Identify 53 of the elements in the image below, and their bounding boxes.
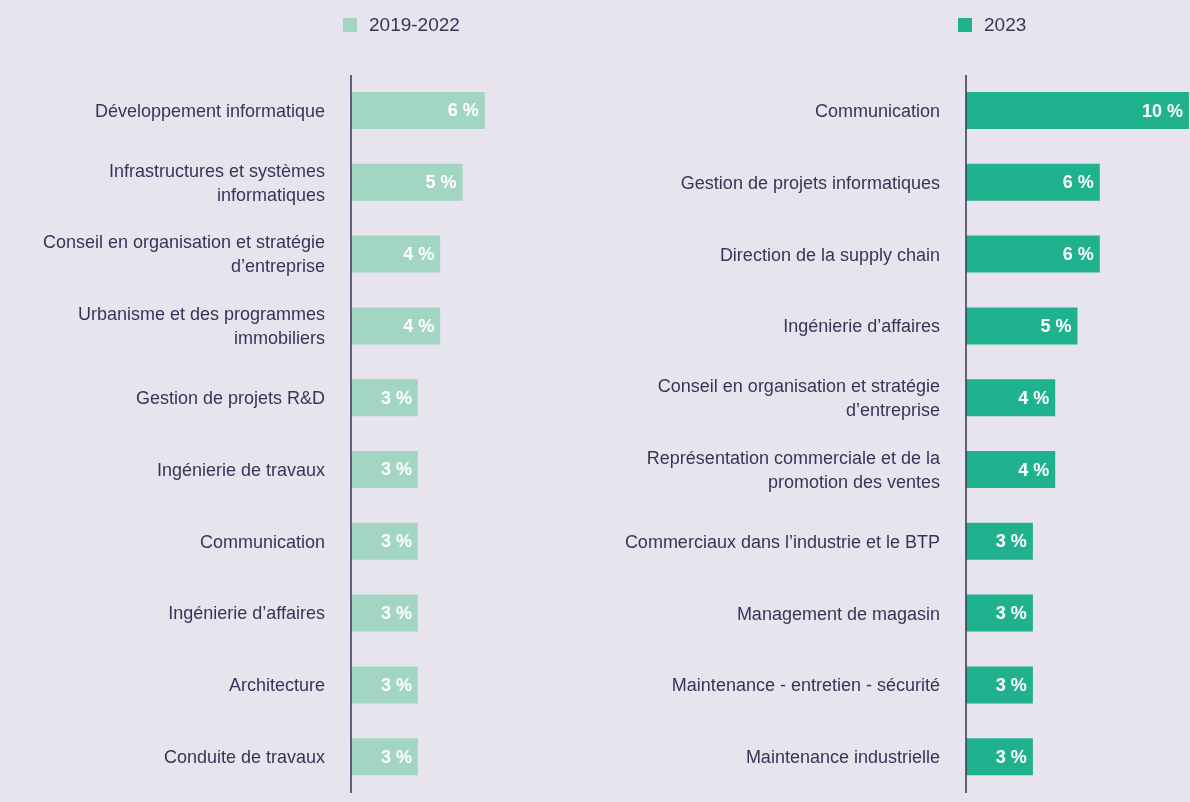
data-label: 4 % <box>403 244 435 265</box>
bar <box>351 92 485 129</box>
y-tick-label: Communication <box>814 100 940 121</box>
data-label: 10 % <box>1141 100 1183 121</box>
bar <box>351 163 463 201</box>
y-tick-label: Ingénierie d’affaires <box>168 603 325 624</box>
y-tick-label: Ingénierie de travaux <box>157 459 325 480</box>
y-tick-label: Gestion de projets R&D <box>136 388 325 409</box>
data-label: 3 % <box>380 387 412 408</box>
data-label: 4 % <box>403 315 435 336</box>
data-label: 4 % <box>1018 387 1050 408</box>
bar <box>966 379 1056 417</box>
y-tick-label: Management de magasin <box>736 603 940 624</box>
y-tick-label: Architecture <box>229 675 325 696</box>
data-label: 3 % <box>380 459 412 480</box>
y-tick-label: Ingénierie d’affaires <box>783 316 940 337</box>
data-label: 3 % <box>380 746 412 767</box>
data-label: 3 % <box>380 603 412 624</box>
legend-label: 2023 <box>984 14 1027 36</box>
y-tick-label: Conseil en organisation et stratégie d’entreprise <box>657 376 940 421</box>
data-label: 5 % <box>1040 315 1072 336</box>
data-label: 3 % <box>995 746 1027 767</box>
data-label: 4 % <box>1018 459 1050 480</box>
bar <box>966 235 1100 273</box>
y-tick-label: Direction de la supply chain <box>719 244 940 265</box>
data-label: 6 % <box>1062 172 1094 193</box>
bar <box>966 451 1056 488</box>
y-tick-label: Communication <box>200 531 325 552</box>
data-label: 3 % <box>380 531 412 552</box>
y-tick-label: Conduite de travaux <box>164 747 325 768</box>
bar <box>966 307 1078 345</box>
y-tick-label: Infrastructures et systèmes informatiques <box>109 160 325 205</box>
bar <box>351 307 441 345</box>
data-label: 3 % <box>995 603 1027 624</box>
bar <box>966 522 1033 560</box>
y-tick-label: Développement informatique <box>95 100 325 121</box>
data-label: 6 % <box>1062 244 1094 265</box>
bar <box>966 163 1100 201</box>
bar <box>966 92 1189 129</box>
data-label: 3 % <box>995 531 1027 552</box>
y-tick-label: Maintenance - entretien - sécurité <box>671 675 940 696</box>
data-label: 3 % <box>380 674 412 695</box>
y-tick-label: Maintenance industrielle <box>745 747 940 768</box>
data-label: 3 % <box>995 674 1027 695</box>
data-label: 6 % <box>447 100 479 121</box>
y-tick-label: Commerciaux dans l’industrie et le BTP <box>624 531 940 552</box>
y-tick-label: Conseil en organisation et stratégie d’entreprise <box>43 232 325 277</box>
y-tick-label: Urbanisme et des programmes immobiliers <box>78 304 325 349</box>
data-label: 5 % <box>425 172 457 193</box>
y-tick-label: Représentation commerciale et de la promotion des ventes <box>646 447 941 492</box>
legend-label: 2019-2022 <box>369 14 460 36</box>
y-tick-label: Gestion de projets informatiques <box>680 172 940 193</box>
bar <box>351 235 441 273</box>
